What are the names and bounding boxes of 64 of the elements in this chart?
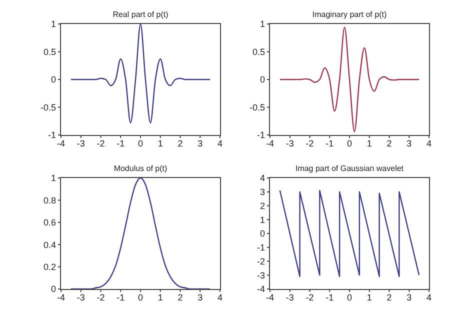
- y-tick-label: 1: [50, 173, 56, 184]
- x-tick-label: 4: [426, 292, 432, 302]
- x-tick-label: 0: [346, 292, 352, 302]
- line-series: [70, 24, 211, 124]
- y-tick-label: -3: [256, 270, 265, 280]
- x-tick-label: 2: [178, 292, 183, 302]
- y-tick-label: -0.5: [249, 102, 265, 112]
- y-tick-label: 0.4: [43, 240, 56, 250]
- y-tick-label: 1: [260, 214, 265, 225]
- y-tick-label: 2: [260, 200, 265, 211]
- line-series: [279, 26, 420, 132]
- x-tick-label: 1: [366, 292, 372, 302]
- x-tick-label: 0: [138, 292, 144, 302]
- x-tick-label: 1: [158, 138, 163, 148]
- y-tick-label: -1: [256, 242, 265, 253]
- x-tick-label: -1: [326, 292, 334, 302]
- x-tick-label: -1: [116, 292, 125, 302]
- x-tick-label: -1: [326, 138, 334, 148]
- x-tick-label: 0: [138, 138, 144, 148]
- x-tick-label: 4: [426, 138, 432, 148]
- line-series: [279, 190, 420, 278]
- chart-title: Modulus of p(t): [112, 164, 168, 173]
- x-tick-label: 1: [366, 138, 372, 148]
- x-tick-label: -2: [306, 138, 314, 148]
- chart-title: Real part of p(t): [112, 10, 170, 19]
- x-tick-label: 3: [198, 138, 203, 148]
- x-tick-label: -3: [76, 138, 85, 148]
- y-tick-label: -0.5: [40, 102, 56, 112]
- y-tick-label: 0: [260, 74, 265, 85]
- y-tick-label: 0.8: [43, 195, 56, 206]
- x-tick-label: 2: [386, 138, 392, 148]
- x-tick-label: 3: [406, 138, 412, 148]
- x-tick-label: 0: [346, 138, 352, 148]
- y-tick-label: -1: [48, 130, 56, 140]
- y-tick-label: 1: [260, 19, 265, 30]
- y-tick-label: 4: [260, 173, 265, 184]
- x-tick-label: 2: [386, 292, 392, 302]
- y-tick-label: 0.5: [252, 46, 265, 57]
- y-tick-label: 0: [50, 74, 56, 85]
- y-tick-label: 0.2: [43, 262, 56, 272]
- x-tick-label: 1: [158, 292, 163, 302]
- x-tick-label: 4: [217, 138, 223, 148]
- x-tick-label: -3: [286, 292, 294, 302]
- y-tick-label: -1: [256, 130, 265, 140]
- chart-title: Imag part of Gaussian wavelet: [294, 164, 405, 173]
- y-tick-label: 0: [260, 228, 265, 239]
- x-tick-label: 4: [217, 292, 223, 302]
- x-tick-label: -3: [286, 138, 294, 148]
- x-tick-label: -3: [76, 292, 85, 302]
- y-tick-label: -4: [256, 284, 265, 294]
- x-tick-label: -2: [306, 292, 314, 302]
- y-tick-label: 0: [50, 284, 56, 294]
- x-tick-label: 2: [178, 138, 183, 148]
- y-tick-label: 1: [50, 19, 56, 30]
- y-tick-label: -2: [256, 256, 265, 266]
- y-tick-label: 0.5: [43, 46, 56, 57]
- x-tick-label: 3: [406, 292, 412, 302]
- x-tick-label: 3: [198, 292, 203, 302]
- x-tick-label: -2: [96, 292, 105, 302]
- x-tick-label: -1: [116, 138, 125, 148]
- y-tick-label: 3: [260, 187, 265, 198]
- y-tick-label: 0.6: [43, 218, 56, 228]
- x-tick-label: -2: [96, 138, 105, 148]
- chart-title: Imaginary part of p(t): [311, 10, 388, 19]
